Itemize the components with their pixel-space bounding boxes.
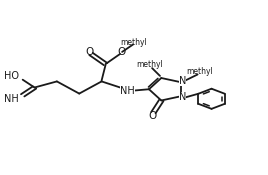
Text: N: N [179,76,186,86]
Text: O: O [117,47,125,57]
Text: methyl: methyl [186,67,213,76]
Text: O: O [148,111,156,121]
Text: NH: NH [4,94,19,104]
Text: N: N [179,92,186,102]
Text: O: O [86,47,94,57]
Text: HO: HO [4,71,19,81]
Text: NH: NH [120,86,135,96]
Text: methyl: methyl [137,60,163,69]
Text: methyl: methyl [120,37,147,47]
